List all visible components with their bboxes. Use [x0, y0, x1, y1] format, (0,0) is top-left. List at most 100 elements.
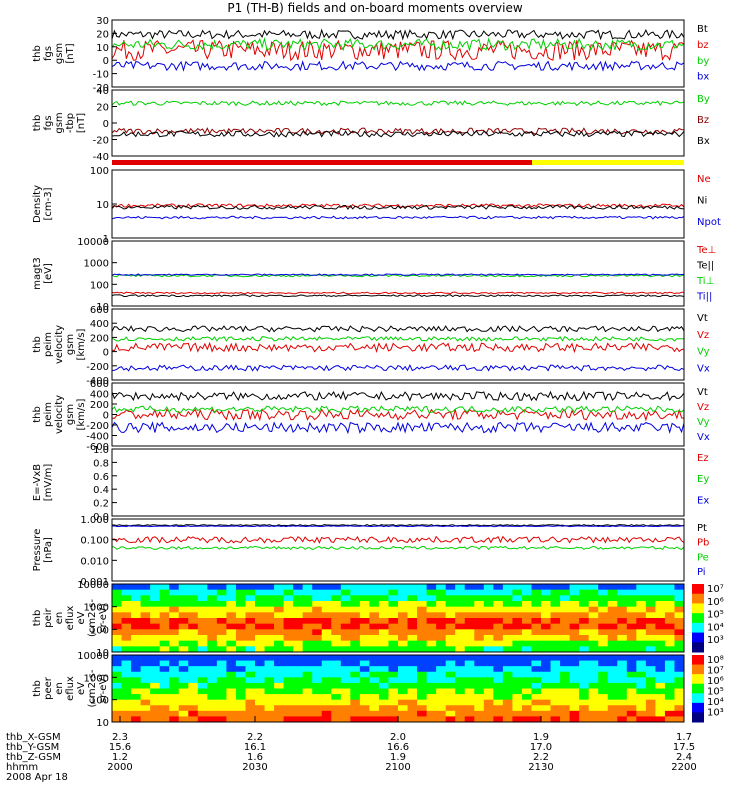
- heatmap-cell: [598, 716, 609, 723]
- heatmap-cell: [588, 694, 599, 701]
- heatmap-cell: [607, 688, 618, 695]
- legend-entry: Ne: [697, 174, 711, 185]
- heatmap-cell: [636, 666, 647, 673]
- heatmap-cell: [521, 618, 532, 625]
- heatmap-cell: [321, 688, 332, 695]
- x-row-value: 16.6: [387, 742, 409, 753]
- heatmap-cell: [340, 646, 351, 653]
- heatmap-cell: [493, 589, 504, 596]
- heatmap-cell: [112, 682, 123, 689]
- heatmap-cell: [493, 716, 504, 723]
- heatmap-cell: [378, 612, 389, 619]
- heatmap-cell: [140, 705, 151, 712]
- y-tick-label: 1000: [84, 603, 109, 614]
- heatmap-cell: [159, 618, 170, 625]
- heatmap-cell: [293, 589, 304, 596]
- heatmap-cell: [121, 699, 132, 706]
- y-tick-label: 20: [96, 103, 109, 114]
- heatmap-cell: [340, 623, 351, 630]
- heatmap-cell: [178, 623, 189, 630]
- panel-label: thb: [32, 45, 43, 62]
- heatmap-cell: [293, 595, 304, 602]
- heatmap-cell: [664, 699, 675, 706]
- heatmap-cell: [626, 705, 637, 712]
- heatmap-cell: [474, 666, 485, 673]
- heatmap-cell: [226, 677, 237, 684]
- x-row-value: 2200: [671, 762, 696, 773]
- heatmap-cell: [607, 623, 618, 630]
- heatmap-cell: [112, 671, 123, 678]
- heatmap-cell: [455, 623, 466, 630]
- heatmap-cell: [588, 688, 599, 695]
- heatmap-cell: [293, 705, 304, 712]
- heatmap-cell: [407, 589, 418, 596]
- heatmap-cell: [579, 618, 590, 625]
- heatmap-cell: [636, 584, 647, 591]
- heatmap-cell: [340, 655, 351, 662]
- heatmap-cell: [483, 646, 494, 653]
- heatmap-cell: [607, 606, 618, 613]
- legend-entry: Vt: [697, 313, 708, 324]
- heatmap-cell: [207, 635, 218, 642]
- heatmap-cell: [579, 589, 590, 596]
- heatmap-cell: [607, 595, 618, 602]
- y-tick-label: 0.2: [93, 499, 109, 510]
- legend-entry: Bz: [697, 115, 709, 126]
- heatmap-cell: [436, 629, 447, 636]
- heatmap-cell: [398, 655, 409, 662]
- heatmap-cell: [178, 595, 189, 602]
- heatmap-cell: [426, 640, 437, 647]
- heatmap-cell: [531, 677, 542, 684]
- heatmap-cell: [398, 640, 409, 647]
- heatmap-cell: [188, 716, 199, 723]
- heatmap-cell: [188, 623, 199, 630]
- heatmap-cell: [159, 671, 170, 678]
- heatmap-cell: [445, 655, 456, 662]
- heatmap-cell: [655, 606, 666, 613]
- heatmap-cell: [598, 694, 609, 701]
- heatmap-cell: [197, 589, 208, 596]
- heatmap-cell: [626, 640, 637, 647]
- heatmap-cell: [283, 606, 294, 613]
- heatmap-cell: [436, 601, 447, 608]
- heatmap-cell: [588, 655, 599, 662]
- heatmap-cell: [617, 646, 628, 653]
- heatmap-cell: [531, 584, 542, 591]
- heatmap-cell: [378, 646, 389, 653]
- heatmap-cell: [626, 618, 637, 625]
- heatmap-cell: [321, 635, 332, 642]
- heatmap-cell: [512, 699, 523, 706]
- legend-entry: Vy: [697, 347, 710, 358]
- heatmap-cell: [321, 589, 332, 596]
- heatmap-cell: [645, 694, 656, 701]
- heatmap-cell: [274, 655, 285, 662]
- heatmap-cell: [541, 694, 552, 701]
- y-tick-label: -600: [86, 442, 109, 453]
- heatmap-cell: [550, 623, 561, 630]
- heatmap-cell: [255, 694, 266, 701]
- heatmap-cell: [331, 640, 342, 647]
- heatmap-cell: [331, 601, 342, 608]
- heatmap-cell: [550, 694, 561, 701]
- heatmap-cell: [159, 710, 170, 717]
- heatmap-cell: [121, 612, 132, 619]
- heatmap-cell: [664, 584, 675, 591]
- heatmap-cell: [178, 705, 189, 712]
- colorbar-segment: [692, 702, 704, 713]
- colorbar-tick-label: 10³: [707, 708, 724, 719]
- heatmap-cell: [150, 601, 161, 608]
- heatmap-cell: [579, 716, 590, 723]
- heatmap-cell: [483, 688, 494, 695]
- heatmap-cell: [159, 660, 170, 667]
- heatmap-cell: [436, 640, 447, 647]
- heatmap-cell: [245, 595, 256, 602]
- panel-label: [km/s]: [76, 398, 87, 430]
- heatmap-cell: [216, 660, 227, 667]
- heatmap-cell: [455, 710, 466, 717]
- y-tick-label: 200: [90, 400, 109, 411]
- heatmap-cell: [493, 660, 504, 667]
- heatmap-cell: [626, 646, 637, 653]
- heatmap-cell: [293, 646, 304, 653]
- heatmap-cell: [197, 640, 208, 647]
